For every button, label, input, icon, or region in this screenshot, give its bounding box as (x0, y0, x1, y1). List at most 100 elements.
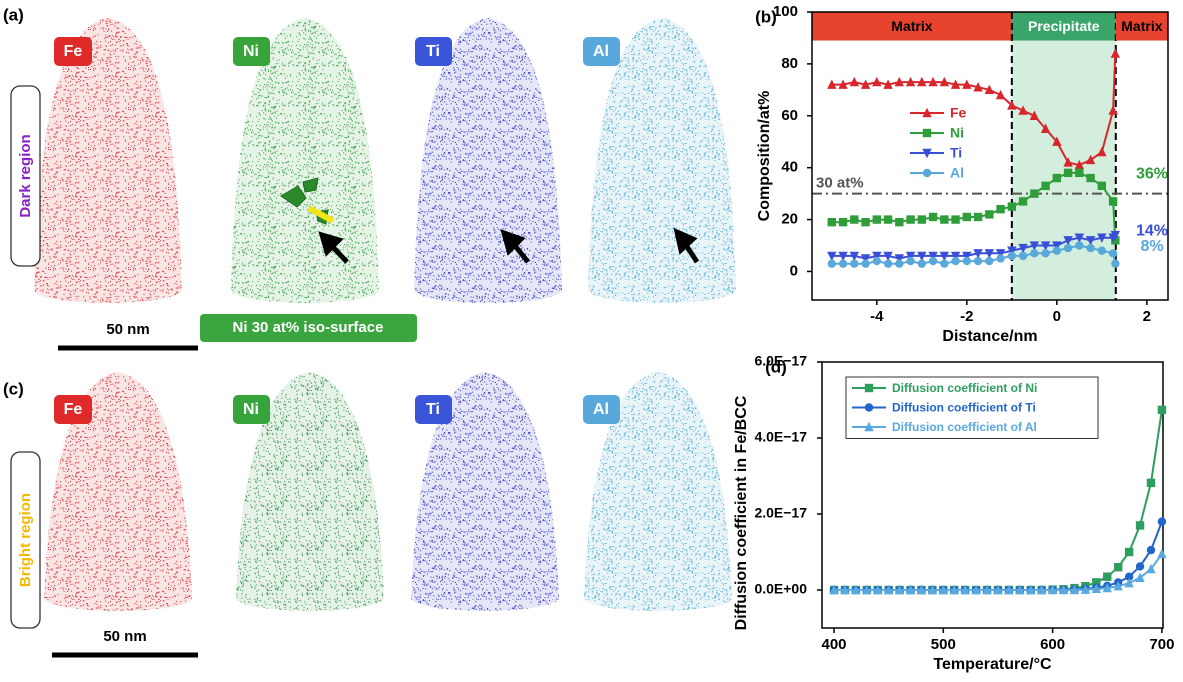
tip-atoms (231, 18, 379, 303)
element-box (54, 37, 92, 66)
x-axis-label: Distance/nm (942, 328, 1037, 345)
x-tick-label: 700 (1149, 636, 1174, 653)
marker (850, 215, 859, 224)
marker (950, 79, 961, 89)
panel-label: (c) (3, 379, 24, 398)
marker (1018, 243, 1028, 254)
marker (928, 251, 938, 262)
marker (996, 254, 1005, 263)
y-tick-label: 80 (781, 55, 798, 72)
marker (905, 584, 916, 595)
legend-label: Diffusion coefficient of Al (892, 420, 1037, 434)
y-tick-label: 2.0E−17 (754, 505, 807, 521)
marker (1146, 563, 1156, 574)
marker (838, 79, 848, 89)
x-tick-label: 600 (1040, 636, 1065, 653)
marker (950, 251, 961, 262)
marker (827, 251, 837, 262)
marker (1040, 241, 1051, 251)
element-label: Fe (64, 43, 83, 60)
marker (973, 249, 983, 259)
marker (1097, 233, 1107, 243)
marker (1063, 236, 1073, 246)
marker (1124, 577, 1134, 588)
marker (883, 259, 893, 268)
scale-label: 50 nm (103, 628, 146, 645)
end-label: 36% (1136, 165, 1168, 182)
marker (1041, 181, 1050, 191)
marker (996, 204, 1005, 214)
marker (984, 249, 995, 259)
marker (883, 215, 893, 224)
legend-marker (922, 107, 932, 118)
marker (1007, 251, 1017, 261)
marker (1015, 584, 1025, 595)
marker (1086, 243, 1095, 253)
legend-marker (922, 168, 932, 178)
marker (928, 256, 938, 266)
marker (940, 215, 949, 224)
region-label: Dark region (17, 134, 34, 217)
reference-label: 30 at% (816, 175, 864, 192)
y-tick-label: 100 (773, 3, 798, 20)
marker (1135, 521, 1145, 530)
marker (1052, 136, 1062, 146)
marker (951, 215, 960, 224)
marker (838, 251, 848, 262)
marker (973, 82, 983, 92)
marker (1135, 572, 1145, 583)
marker (984, 84, 995, 95)
marker (1103, 572, 1112, 581)
marker (973, 256, 983, 266)
x-tick-label: 2 (1143, 308, 1151, 325)
region-band (812, 12, 1012, 41)
tip-atoms (588, 18, 736, 303)
marker (827, 217, 837, 227)
marker (860, 79, 871, 89)
marker (872, 76, 882, 87)
marker (1063, 157, 1073, 167)
marker (860, 254, 871, 264)
panel-label: (a) (3, 5, 24, 24)
element-box (233, 395, 270, 424)
marker (1124, 572, 1134, 581)
legend-label: Diffusion coefficient of Ni (892, 381, 1037, 395)
element-label: Ni (243, 43, 259, 60)
marker (927, 584, 938, 595)
marker (1029, 241, 1040, 251)
end-label: 14% (1136, 222, 1168, 239)
x-axis-label: Temperature/°C (933, 656, 1052, 673)
marker (949, 584, 959, 595)
marker (1052, 173, 1062, 183)
marker (1097, 246, 1107, 255)
iso-box (200, 314, 417, 342)
profile-bar (307, 205, 335, 224)
element-box (54, 395, 92, 424)
element-box (415, 37, 452, 66)
legend-marker (922, 128, 932, 138)
marker (1102, 582, 1112, 593)
region-band (1011, 12, 1116, 41)
marker (895, 217, 904, 227)
x-tick-label: 500 (931, 636, 956, 653)
marker (938, 584, 949, 595)
marker (861, 217, 870, 227)
marker (1085, 154, 1096, 165)
x-tick-label: 400 (822, 636, 847, 653)
marker (894, 76, 905, 87)
marker (962, 251, 972, 262)
marker (850, 259, 859, 268)
marker (1113, 563, 1123, 572)
y-tick-label: 40 (781, 159, 798, 176)
element-label: Al (593, 43, 609, 60)
marker (1157, 517, 1167, 526)
marker (1111, 259, 1120, 268)
marker (916, 584, 927, 595)
legend-marker (922, 148, 932, 159)
marker (1146, 478, 1156, 488)
y-axis-label: Diffusion coefficient in Fe/BCC (733, 395, 750, 630)
marker (982, 584, 992, 595)
panel-label: (d) (765, 357, 787, 376)
marker (917, 259, 927, 268)
